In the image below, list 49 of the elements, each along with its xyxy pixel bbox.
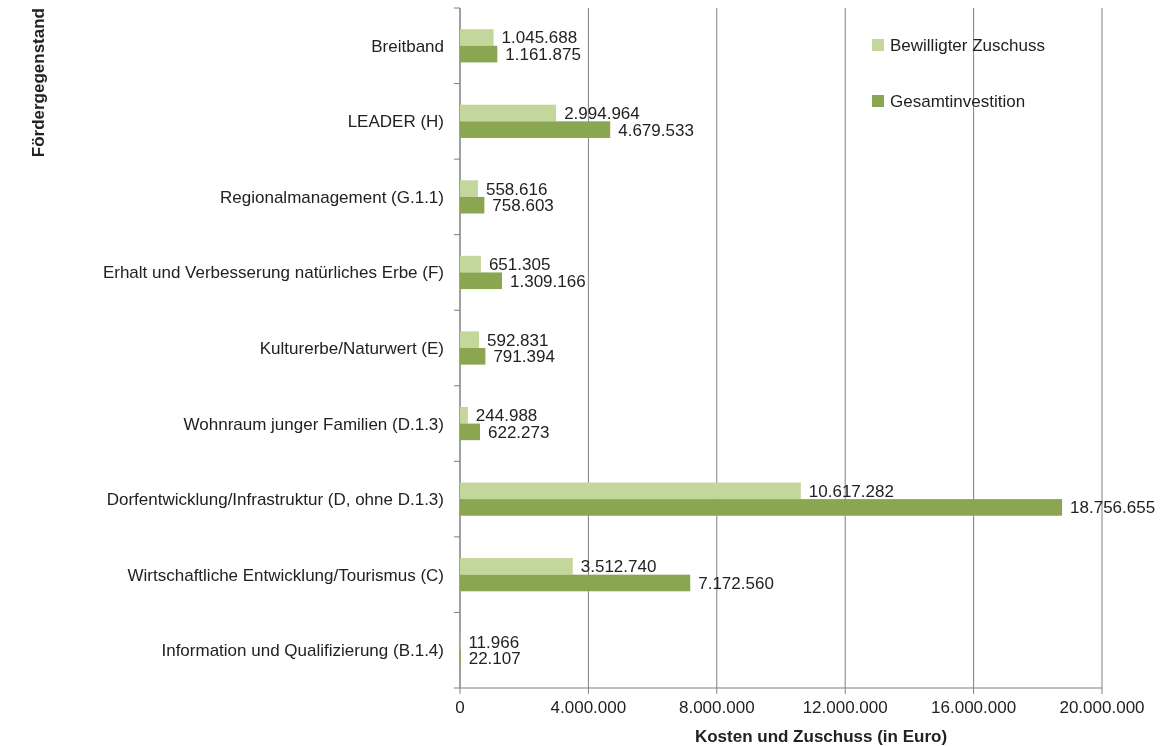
y-tick-label: Kulturerbe/Naturwert (E) bbox=[259, 338, 444, 358]
bar bbox=[460, 331, 480, 348]
y-tick-label: Erhalt und Verbesserung natürliches Erbe (F) bbox=[102, 263, 444, 283]
legend-label: Bewilligter Zuschuss bbox=[890, 35, 1045, 55]
bar bbox=[460, 482, 801, 500]
data-label: 558.616 bbox=[485, 179, 548, 199]
bar bbox=[460, 499, 1063, 516]
bar bbox=[460, 196, 485, 214]
y-tick-label: LEADER (H) bbox=[347, 112, 444, 132]
bar bbox=[460, 45, 498, 63]
data-label: 592.831 bbox=[487, 330, 549, 350]
data-label: 758.603 bbox=[492, 196, 554, 216]
bar bbox=[460, 272, 503, 290]
y-tick-label: Wohnraum junger Familien (D.1.3) bbox=[183, 414, 444, 434]
legend-label: Gesamtinvestition bbox=[890, 91, 1026, 111]
bar bbox=[460, 121, 611, 138]
bar bbox=[460, 180, 478, 197]
bar bbox=[460, 574, 691, 592]
bar bbox=[460, 104, 557, 122]
data-label: 10.617.282 bbox=[808, 481, 894, 501]
data-label: 3.512.740 bbox=[580, 557, 657, 577]
data-label: 11.966 bbox=[468, 632, 520, 652]
x-tick-label: 0 bbox=[455, 698, 465, 717]
x-tick-label: 20.000.000 bbox=[1059, 698, 1145, 717]
x-tick-label: 4.000.000 bbox=[550, 698, 627, 717]
bar bbox=[460, 348, 486, 365]
x-axis-title: Kosten und Zuschuss (in Euro) bbox=[694, 727, 948, 746]
bar bbox=[460, 558, 573, 575]
x-tick-label: 16.000.000 bbox=[931, 698, 1017, 717]
y-tick-label: Regionalmanagement (G.1.1) bbox=[220, 187, 444, 207]
bar bbox=[460, 29, 494, 46]
y-tick-label: Wirtschaftliche Entwicklung/Tourismus (C) bbox=[127, 565, 444, 585]
data-label: 791.394 bbox=[493, 347, 555, 367]
x-tick-label: 8.000.000 bbox=[678, 698, 755, 717]
y-tick-label: Dorfentwicklung/Infrastruktur (D, ohne D.1.3) bbox=[106, 490, 444, 510]
data-label: 1.045.688 bbox=[501, 28, 578, 48]
data-label: 18.756.655 bbox=[1070, 498, 1156, 518]
y-tick-label: Breitband bbox=[371, 36, 444, 56]
data-label: 7.172.560 bbox=[698, 573, 774, 593]
data-label: 1.161.875 bbox=[505, 45, 581, 65]
data-label: 4.679.533 bbox=[618, 120, 694, 140]
data-label: 2.994.964 bbox=[564, 103, 640, 123]
bar bbox=[460, 423, 480, 441]
y-tick-label: Information und Qualifizierung (B.1.4) bbox=[161, 641, 444, 661]
y-axis-title: Fördergegenstand bbox=[29, 8, 48, 158]
bar bbox=[460, 255, 481, 273]
data-label: 22.107 bbox=[468, 649, 521, 669]
x-tick-label: 12.000.000 bbox=[802, 698, 888, 717]
bar bbox=[460, 406, 468, 424]
